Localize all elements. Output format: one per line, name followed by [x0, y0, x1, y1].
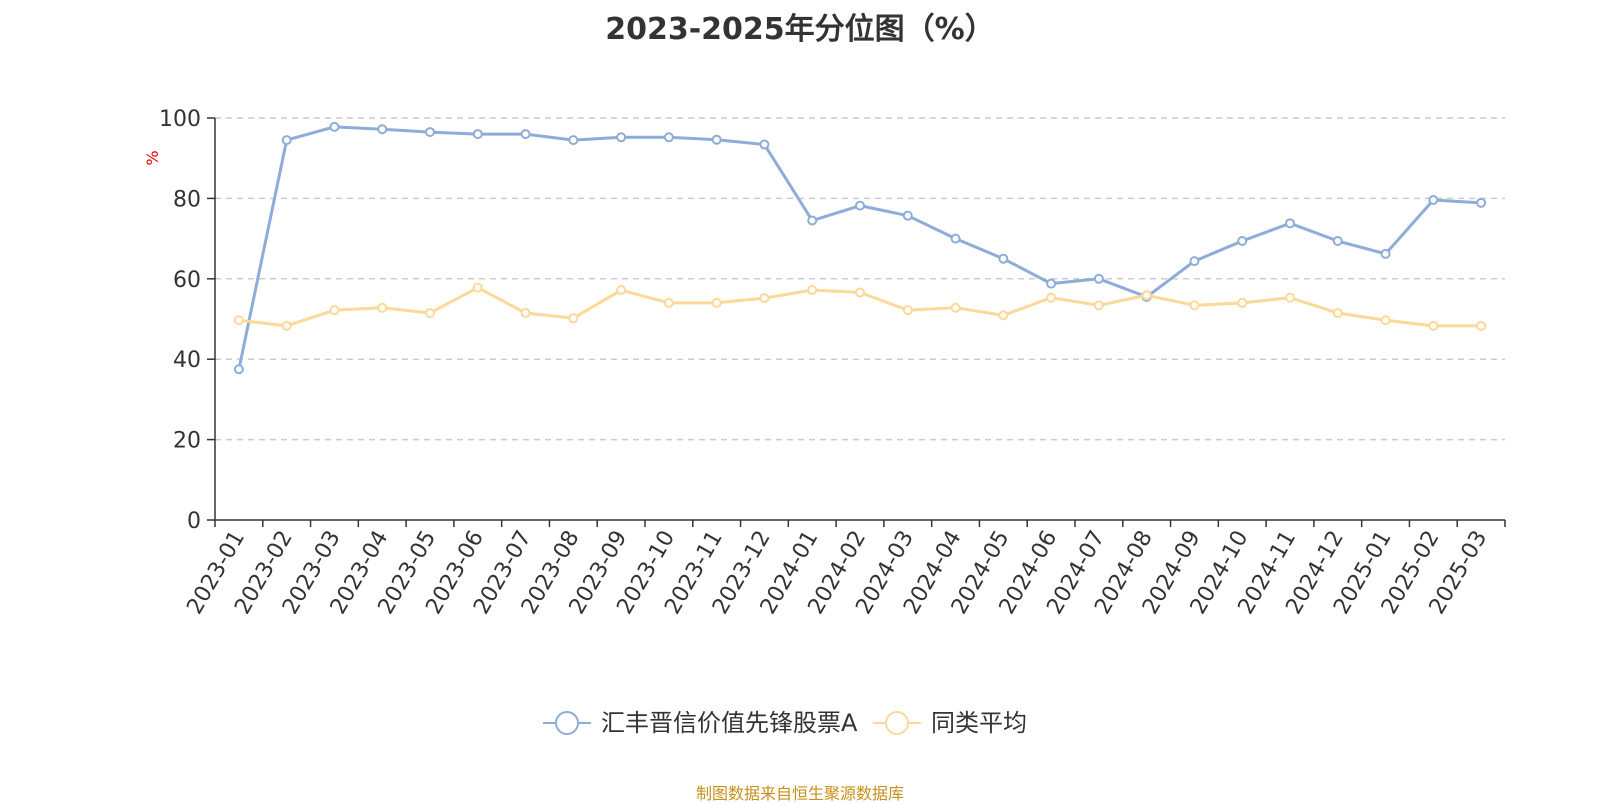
- data-point-2: [1141, 290, 1152, 301]
- data-point-1: [1285, 218, 1295, 229]
- data-point-2: [855, 287, 865, 298]
- data-point-1: [1428, 195, 1439, 206]
- data-point-1: [950, 233, 961, 244]
- data-point-1: [1476, 197, 1487, 208]
- legend: 汇丰晋信价值先锋股票A 同类平均: [543, 709, 1027, 737]
- data-point-2: [807, 285, 818, 296]
- legend-marker-2: [885, 711, 909, 735]
- data-point-2: [1093, 300, 1104, 311]
- series-lines: [233, 121, 1487, 375]
- legend-label-2: 同类平均: [931, 709, 1027, 737]
- data-point-1: [807, 215, 818, 226]
- data-point-1: [1046, 278, 1057, 289]
- data-point-2: [425, 307, 435, 318]
- data-point-1: [377, 124, 388, 135]
- legend-label-1: 汇丰晋信价值先锋股票A: [601, 709, 858, 737]
- data-point-1: [472, 129, 483, 140]
- data-point-2: [233, 315, 244, 326]
- y-tick-label: 0: [187, 509, 201, 534]
- data-point-1: [711, 134, 722, 145]
- data-point-1: [233, 364, 244, 375]
- axes: 020406080100%2023-012023-022023-032023-0…: [143, 107, 1506, 619]
- data-point-1: [1093, 273, 1104, 284]
- data-point-1: [281, 135, 292, 146]
- data-point-1: [998, 253, 1009, 264]
- data-point-2: [568, 313, 579, 324]
- chart-title: 2023-2025年分位图（%）: [605, 12, 995, 47]
- data-point-2: [1380, 315, 1391, 326]
- data-point-2: [281, 320, 292, 331]
- data-point-2: [1428, 320, 1439, 331]
- data-point-2: [520, 307, 531, 318]
- data-point-1: [1189, 256, 1200, 267]
- data-point-2: [329, 305, 340, 316]
- data-point-2: [1476, 320, 1487, 331]
- data-point-1: [1237, 236, 1248, 247]
- data-point-1: [616, 132, 627, 143]
- data-point-2: [902, 305, 913, 316]
- data-point-2: [998, 310, 1009, 321]
- data-point-1: [329, 121, 340, 132]
- data-point-1: [855, 200, 865, 211]
- y-tick-label: 60: [173, 268, 201, 293]
- y-tick-label: 20: [173, 429, 201, 454]
- data-point-1: [568, 135, 579, 146]
- data-point-1: [1332, 236, 1343, 247]
- data-point-2: [1046, 292, 1057, 303]
- y-axis-label: %: [143, 150, 162, 165]
- data-point-2: [1237, 297, 1248, 308]
- data-point-1: [425, 127, 435, 138]
- data-point-2: [472, 282, 483, 293]
- data-point-2: [1189, 300, 1200, 311]
- series-line-1: [237, 125, 1482, 370]
- data-point-1: [759, 139, 770, 150]
- data-point-2: [759, 293, 770, 304]
- y-tick-label: 80: [173, 187, 201, 212]
- data-point-1: [520, 129, 531, 140]
- data-point-2: [950, 302, 961, 313]
- legend-marker-1: [555, 711, 579, 735]
- data-point-1: [902, 210, 913, 221]
- data-point-2: [616, 285, 627, 296]
- data-point-2: [663, 297, 674, 308]
- y-tick-label: 40: [173, 348, 201, 373]
- data-source-note: 制图数据来自恒生聚源数据库: [695, 784, 904, 803]
- data-point-2: [1285, 292, 1295, 303]
- data-point-1: [1380, 248, 1391, 259]
- data-point-2: [377, 302, 388, 313]
- y-tick-label: 100: [159, 107, 201, 132]
- grid-lines: [215, 117, 1505, 441]
- data-point-2: [1332, 307, 1343, 318]
- data-point-1: [663, 132, 674, 143]
- data-point-2: [711, 297, 722, 308]
